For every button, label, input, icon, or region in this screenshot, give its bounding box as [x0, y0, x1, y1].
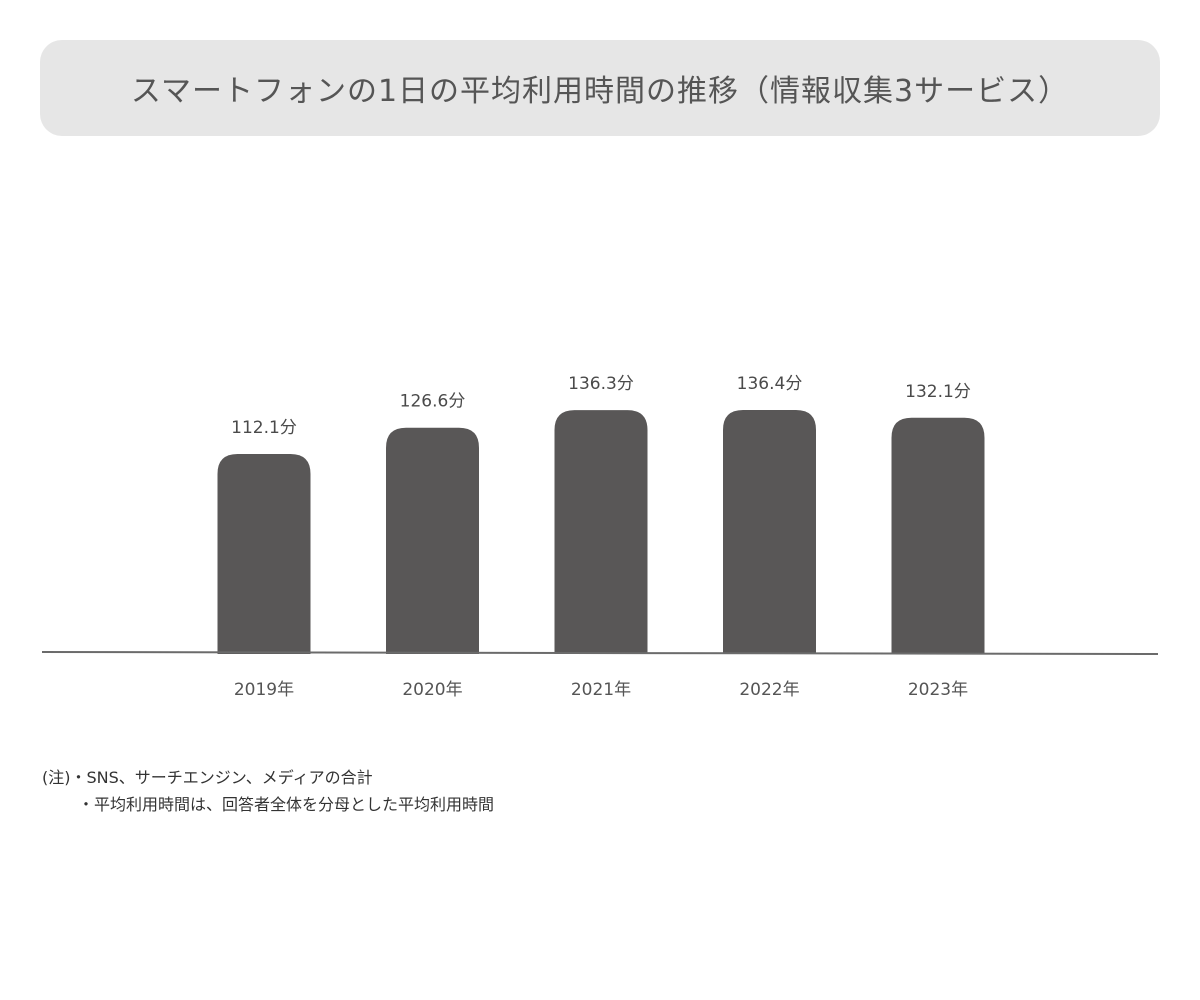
value-label: 136.4分 [737, 374, 803, 394]
x-tick-label: 2020年 [402, 680, 462, 700]
x-tick-label: 2022年 [739, 680, 799, 700]
value-label: 136.3分 [568, 374, 634, 394]
chart-title: スマートフォンの1日の平均利用時間の推移（情報収集3サービス） [130, 74, 1070, 109]
chart-title-box: スマートフォンの1日の平均利用時間の推移（情報収集3サービス） [40, 40, 1160, 136]
footnote-1: (注)・SNS、サーチエンジン、メディアの合計 [42, 768, 373, 787]
value-label: 126.6分 [400, 392, 466, 412]
x-tick-label: 2021年 [571, 680, 631, 700]
x-axis-line [41, 651, 1159, 655]
footnotes: (注)・SNS、サーチエンジン、メディアの合計 ・平均利用時間は、回答者全体を分… [42, 764, 494, 818]
value-label: 132.1分 [905, 382, 971, 402]
x-tick-label: 2023年 [908, 680, 968, 700]
bar-2021年 [554, 410, 648, 654]
bar-2020年 [386, 427, 479, 654]
bar-2023年 [891, 417, 985, 654]
bar-2019年 [217, 454, 311, 654]
footnote-2: ・平均利用時間は、回答者全体を分母とした平均利用時間 [78, 795, 495, 814]
value-label: 112.1分 [231, 418, 297, 438]
bar-2022年 [723, 410, 816, 654]
x-tick-label: 2019年 [234, 680, 294, 700]
